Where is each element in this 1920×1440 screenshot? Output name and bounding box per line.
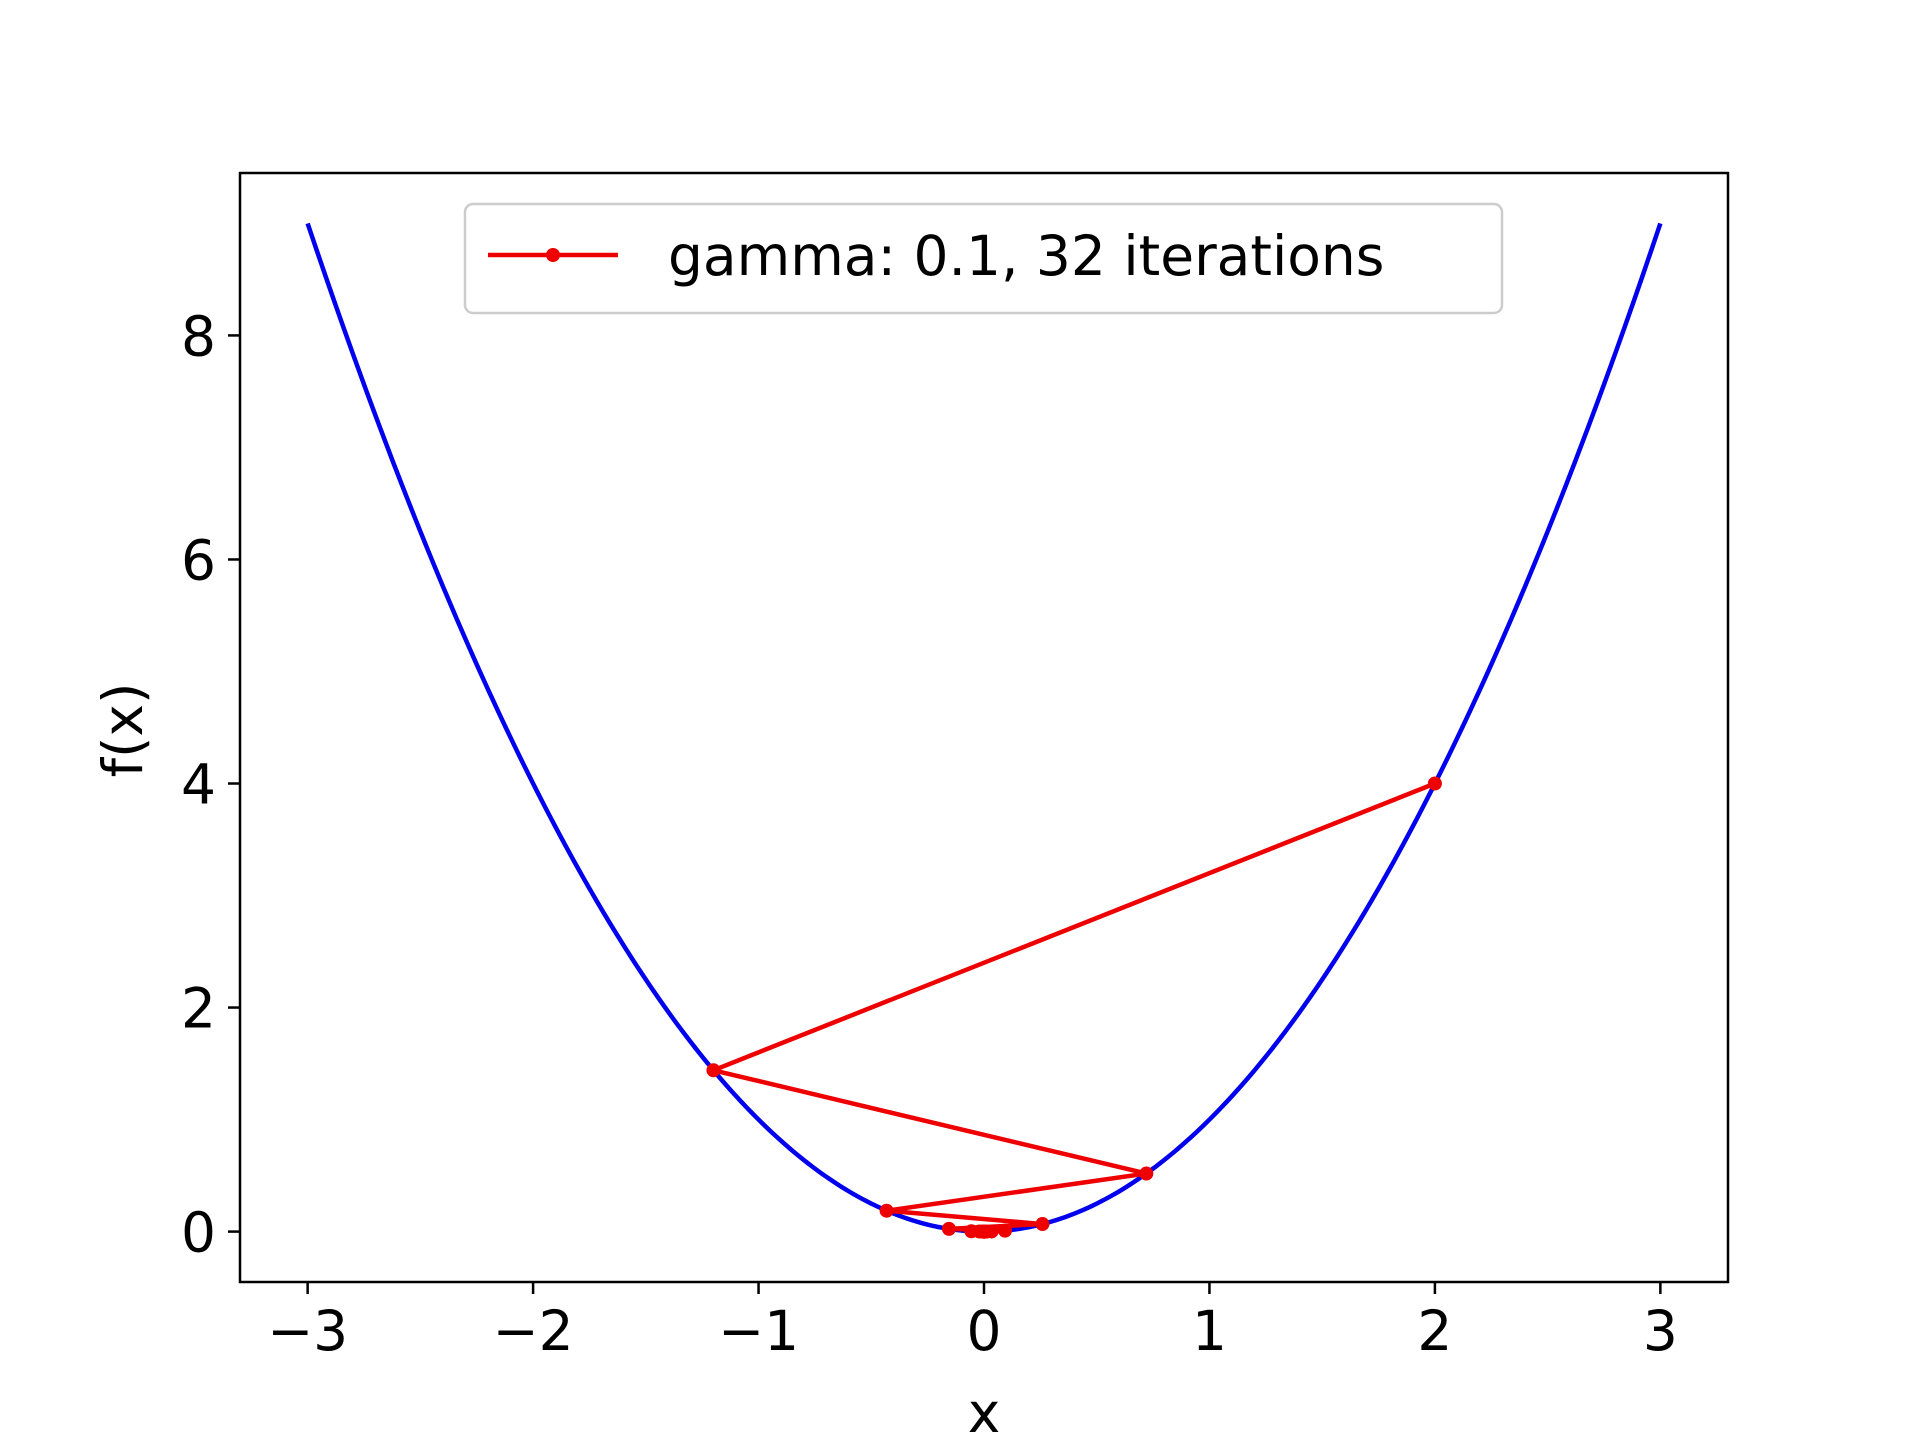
- descent-point: [1427, 776, 1442, 791]
- y-axis-label: f(x): [91, 683, 155, 778]
- legend-label: gamma: 0.1, 32 iterations: [668, 224, 1384, 288]
- descent-point: [1139, 1166, 1154, 1181]
- y-tick-label: 6: [181, 528, 216, 592]
- y-ticks: 0 2 4 6 8: [181, 304, 240, 1265]
- descent-point: [1035, 1217, 1050, 1232]
- y-tick-label: 0: [181, 1201, 216, 1265]
- descent-point: [706, 1063, 721, 1078]
- x-tick-label: −3: [267, 1299, 348, 1363]
- x-tick-label: 2: [1417, 1299, 1452, 1363]
- x-tick-label: 3: [1643, 1299, 1678, 1363]
- y-tick-label: 4: [181, 753, 216, 817]
- x-tick-label: 1: [1192, 1299, 1227, 1363]
- x-tick-label: 0: [967, 1299, 1002, 1363]
- descent-point: [998, 1223, 1013, 1238]
- x-tick-label: −1: [718, 1299, 799, 1363]
- descent-path-layer: [706, 776, 1442, 1239]
- descent-point: [879, 1203, 894, 1218]
- descent-point: [977, 1224, 991, 1239]
- legend-box: [463, 202, 1504, 315]
- x-axis-label: x: [968, 1381, 1001, 1440]
- legend-marker-sample: [546, 248, 560, 262]
- y-tick-label: 8: [181, 304, 216, 368]
- x-ticks: −3 −2 −1 0 1 2 3: [267, 1282, 1678, 1363]
- y-tick-label: 2: [181, 977, 216, 1041]
- legend: gamma: 0.1, 32 iterations: [463, 202, 1504, 315]
- plot-area: [240, 173, 1728, 1282]
- descent-point: [941, 1221, 956, 1236]
- x-tick-label: −2: [493, 1299, 574, 1363]
